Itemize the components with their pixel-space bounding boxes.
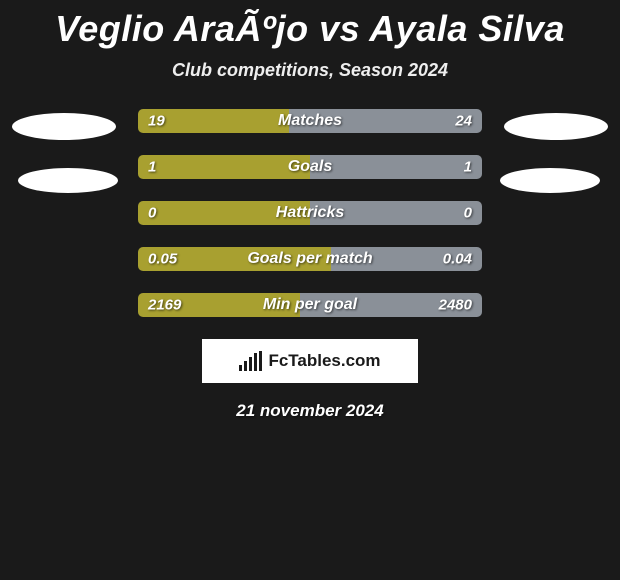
stat-bar-left-fill: [138, 155, 310, 179]
stat-value-left: 0: [148, 205, 156, 222]
page-title: Veglio AraÃºjo vs Ayala Silva: [0, 8, 620, 50]
stat-value-left: 0.05: [148, 251, 177, 268]
stat-label: Hattricks: [276, 204, 344, 222]
avatar-ellipse: [504, 113, 608, 140]
comparison-card: Veglio AraÃºjo vs Ayala Silva Club compe…: [0, 0, 620, 421]
avatar-ellipse: [18, 168, 118, 193]
stat-bar-row: 1 1 Goals: [138, 155, 482, 179]
stat-label: Goals: [288, 158, 332, 176]
logo-bars-icon: [239, 351, 262, 371]
stat-value-right: 1: [464, 159, 472, 176]
stat-value-left: 1: [148, 159, 156, 176]
stat-label: Min per goal: [263, 296, 357, 314]
subtitle: Club competitions, Season 2024: [0, 60, 620, 81]
source-logo[interactable]: FcTables.com: [202, 339, 418, 383]
avatar-ellipse: [12, 113, 116, 140]
stat-bar-row: 19 24 Matches: [138, 109, 482, 133]
stat-label: Goals per match: [247, 250, 372, 268]
logo-text: FcTables.com: [268, 351, 380, 371]
stat-bar-row: 2169 2480 Min per goal: [138, 293, 482, 317]
stat-bar-row: 0.05 0.04 Goals per match: [138, 247, 482, 271]
stat-value-left: 2169: [148, 297, 181, 314]
stat-value-left: 19: [148, 113, 165, 130]
avatar-ellipse: [500, 168, 600, 193]
stat-value-right: 2480: [439, 297, 472, 314]
stat-value-right: 0: [464, 205, 472, 222]
player-avatar-right: [500, 109, 608, 193]
date-label: 21 november 2024: [0, 401, 620, 421]
stat-value-right: 24: [455, 113, 472, 130]
stat-bar-row: 0 0 Hattricks: [138, 201, 482, 225]
stat-bar-right-fill: [310, 155, 482, 179]
stat-bars: 19 24 Matches 1 1 Goals 0 0 Hattricks 0.05 0.04 Goa…: [138, 109, 482, 317]
stat-value-right: 0.04: [443, 251, 472, 268]
player-avatar-left: [12, 109, 120, 193]
stats-area: 19 24 Matches 1 1 Goals 0 0 Hattricks 0.05 0.04 Goa…: [0, 109, 620, 317]
stat-label: Matches: [278, 112, 342, 130]
